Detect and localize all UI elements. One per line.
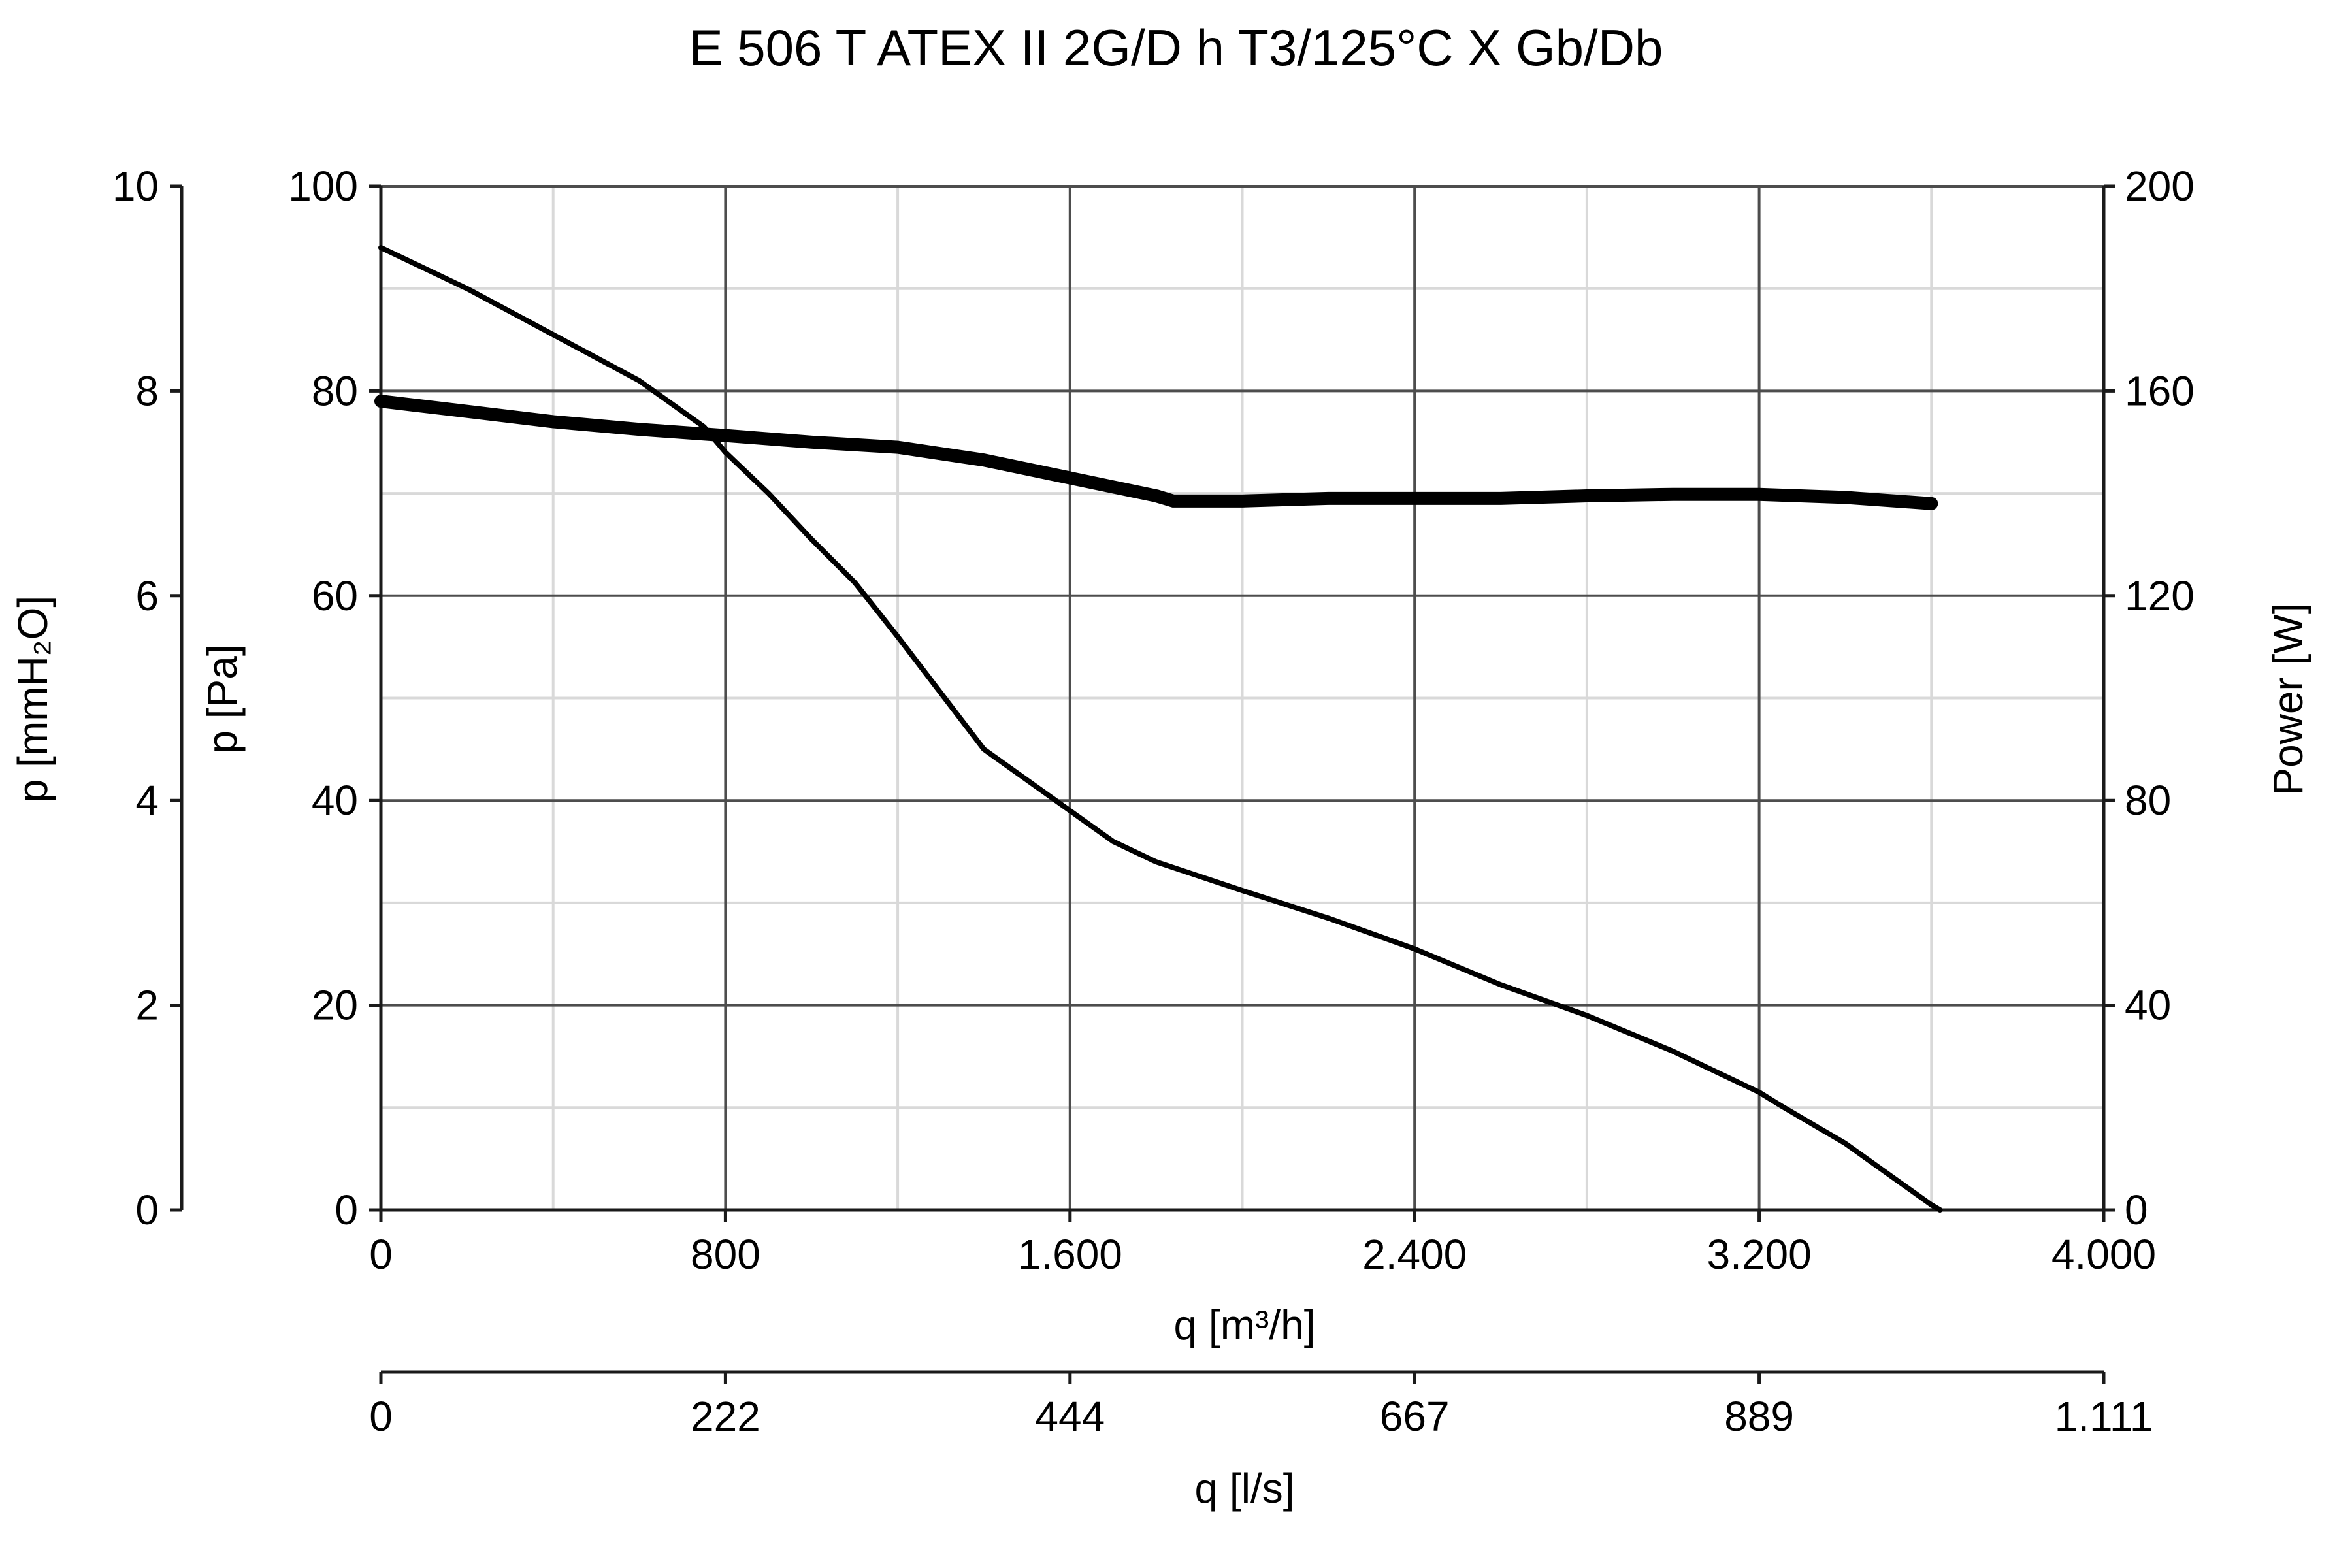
x2-tick-label: 1.111	[2055, 1393, 2153, 1440]
axes	[170, 184, 2115, 1384]
x-tick-label: 800	[691, 1231, 760, 1278]
x-tick-label: 1.600	[1018, 1231, 1122, 1278]
x-tick-label: 3.200	[1707, 1231, 1812, 1278]
power-tick-label: 40	[2125, 982, 2171, 1029]
y-axis-label: p [Pa]	[199, 644, 246, 753]
x2-tick-label: 444	[1035, 1393, 1105, 1440]
power-tick-label: 120	[2125, 572, 2195, 619]
power-tick-label: 80	[2125, 777, 2171, 824]
y-outer-tick-label: 10	[112, 163, 159, 210]
x2-tick-label: 889	[1724, 1393, 1794, 1440]
y-tick-label: 60	[312, 572, 358, 619]
y-tick-label: 20	[312, 982, 358, 1029]
power-tick-label: 0	[2125, 1186, 2148, 1233]
power-curve	[374, 395, 1938, 510]
chart-title: E 506 T ATEX II 2G/D h T3/125°C X Gb/Db	[689, 19, 1663, 76]
y-outer-tick-label: 2	[135, 982, 159, 1029]
y-tick-label: 80	[312, 367, 358, 414]
x-tick-label: 4.000	[2051, 1231, 2156, 1278]
y-tick-label: 100	[288, 163, 358, 210]
grid	[380, 185, 2105, 1211]
x2-tick-label: 667	[1380, 1393, 1450, 1440]
curves	[374, 245, 1943, 1213]
x-tick-label: 2.400	[1362, 1231, 1467, 1278]
power-tick-label: 200	[2125, 163, 2195, 210]
y-tick-label: 0	[335, 1186, 358, 1233]
y-outer-axis-label: p [mmH₂O]	[9, 596, 56, 802]
power-tick-label: 160	[2125, 367, 2195, 414]
y-outer-tick-label: 0	[135, 1186, 159, 1233]
y-outer-tick-label: 6	[135, 572, 159, 619]
x2-tick-label: 222	[691, 1393, 760, 1440]
power-axis-label: Power [W]	[2264, 602, 2311, 795]
x-axis-label: q [m³/h]	[1174, 1301, 1316, 1348]
y-tick-label: 40	[312, 777, 358, 824]
x2-axis-label: q [l/s]	[1195, 1465, 1295, 1512]
y-outer-tick-label: 8	[135, 367, 159, 414]
x-tick-label: 0	[369, 1231, 393, 1278]
pressure-curve	[378, 245, 1943, 1213]
y-outer-tick-label: 4	[135, 777, 159, 824]
x2-tick-label: 0	[369, 1393, 393, 1440]
